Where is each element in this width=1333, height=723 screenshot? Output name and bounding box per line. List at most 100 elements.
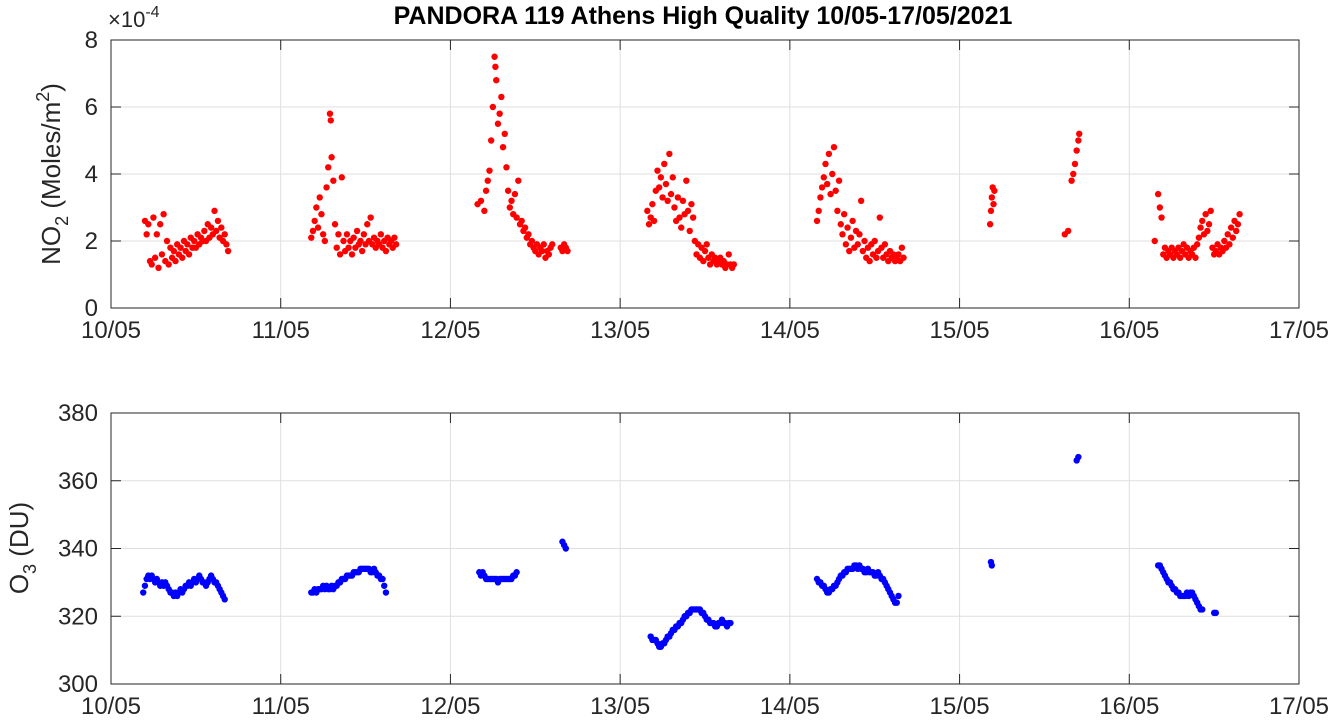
no2-data-point xyxy=(179,254,186,261)
o3-data-point xyxy=(988,562,996,569)
no2-data-point xyxy=(153,231,161,238)
no2-data-point xyxy=(493,77,500,84)
no2-data-point xyxy=(491,53,498,60)
no2-data-point xyxy=(489,103,497,111)
no2-data-point xyxy=(1073,147,1080,154)
no2-data-point xyxy=(1234,221,1242,228)
o3-ylabel-sub: 3 xyxy=(20,564,40,574)
no2-data-point xyxy=(669,174,676,181)
no2-data-point xyxy=(143,231,150,238)
o3-data-point xyxy=(1212,609,1220,617)
no2-data-point xyxy=(313,204,320,211)
no2-y-tick-label: 8 xyxy=(85,27,98,54)
no2-data-point xyxy=(987,207,995,215)
no2-data-point xyxy=(701,247,709,255)
no2-data-point xyxy=(314,224,322,231)
no2-data-point xyxy=(331,221,339,228)
no2-data-point xyxy=(311,217,318,225)
no2-data-point xyxy=(1177,254,1184,261)
no2-data-point xyxy=(829,170,836,178)
no2-data-point xyxy=(165,261,172,268)
no2-x-tick-label: 11/05 xyxy=(252,317,310,344)
no2-data-point xyxy=(1071,160,1079,168)
no2-data-point xyxy=(900,254,907,261)
no2-data-point xyxy=(392,241,400,248)
no2-data-point xyxy=(661,160,668,168)
no2-data-point xyxy=(540,241,547,248)
o3-data-point xyxy=(513,569,520,576)
no2-data-point xyxy=(683,177,690,184)
no2-data-point xyxy=(150,214,157,221)
no2-data-point xyxy=(876,214,884,221)
no2-data-point xyxy=(492,63,499,70)
no2-data-point xyxy=(834,207,841,215)
no2-data-point xyxy=(859,247,867,255)
no2-data-point xyxy=(224,247,232,255)
no2-data-point xyxy=(325,164,332,171)
no2-x-tick-label: 17/05 xyxy=(1269,317,1329,344)
no2-data-point xyxy=(1204,227,1211,235)
no2-x-tick-label: 13/05 xyxy=(590,317,650,344)
no2-data-point xyxy=(1221,237,1228,245)
no2-data-point xyxy=(367,214,374,221)
no2-data-point xyxy=(218,224,225,231)
no2-data-point xyxy=(895,251,902,258)
no2-data-point xyxy=(678,224,685,231)
no2-data-point xyxy=(849,217,856,225)
no2-data-point xyxy=(513,214,520,221)
no2-data-point xyxy=(1076,130,1083,137)
no2-data-point xyxy=(190,237,198,245)
no2-data-point xyxy=(214,217,222,225)
no2-data-point xyxy=(340,237,347,245)
no2-data-point xyxy=(160,211,167,218)
no2-data-point xyxy=(308,234,315,241)
no2-y-tick-label: 0 xyxy=(85,295,98,322)
no2-data-point xyxy=(988,194,996,201)
o3-data-point xyxy=(562,545,570,552)
no2-data-point xyxy=(496,110,503,117)
no2-data-point xyxy=(856,231,863,238)
o3-ylabel-rest: (DU) xyxy=(4,502,34,564)
o3-y-axis-label: O3 (DU) xyxy=(4,502,40,594)
no2-y-tick-label: 2 xyxy=(85,228,98,255)
o3-x-tick-label: 14/05 xyxy=(760,693,820,720)
no2-x-tick-label: 15/05 xyxy=(930,317,990,344)
no2-data-point xyxy=(177,244,184,251)
no2-exponent-value: -4 xyxy=(145,4,159,21)
no2-data-point xyxy=(549,241,556,248)
o3-x-tick-label: 12/05 xyxy=(420,693,480,720)
no2-data-point xyxy=(839,231,846,238)
no2-data-point xyxy=(172,257,179,265)
no2-data-point xyxy=(538,247,546,255)
no2-data-point xyxy=(1226,241,1233,248)
no2-y-tick-label: 6 xyxy=(85,94,98,121)
no2-data-point xyxy=(688,200,695,208)
no2-data-point xyxy=(1207,207,1214,215)
no2-ticks: 10/05 11/05 12/05 13/05 14/05 15/05 16/05 17/05… xyxy=(81,27,1329,344)
no2-data-point xyxy=(725,251,732,258)
o3-x-tick-label: 13/05 xyxy=(590,693,650,720)
no2-data-point xyxy=(666,150,673,158)
no2-data-point xyxy=(564,247,571,255)
no2-data-point xyxy=(1075,137,1082,144)
no2-data-point xyxy=(336,251,344,258)
no2-data-point xyxy=(158,251,166,258)
no2-data-point xyxy=(679,197,687,204)
no2-data-point xyxy=(528,237,536,245)
no2-data-point xyxy=(327,117,334,124)
no2-data-point xyxy=(223,241,230,248)
no2-data-point xyxy=(1224,231,1231,238)
no2-data-point xyxy=(515,177,522,184)
no2-data-point xyxy=(689,214,697,221)
o3-ticks: 10/05 11/05 12/05 13/05 14/05 15/05 16/05 17/05… xyxy=(58,400,1329,720)
no2-data-point xyxy=(213,227,220,235)
no2-data-point xyxy=(201,227,208,235)
no2-data-point xyxy=(185,251,193,258)
o3-x-tick-label: 16/05 xyxy=(1099,693,1159,720)
no2-data-point xyxy=(1151,237,1158,245)
o3-data-point xyxy=(140,589,147,596)
no2-data-point xyxy=(1156,204,1164,211)
no2-exponent-label: ×10-4 xyxy=(108,4,160,32)
no2-data-point xyxy=(815,207,822,215)
